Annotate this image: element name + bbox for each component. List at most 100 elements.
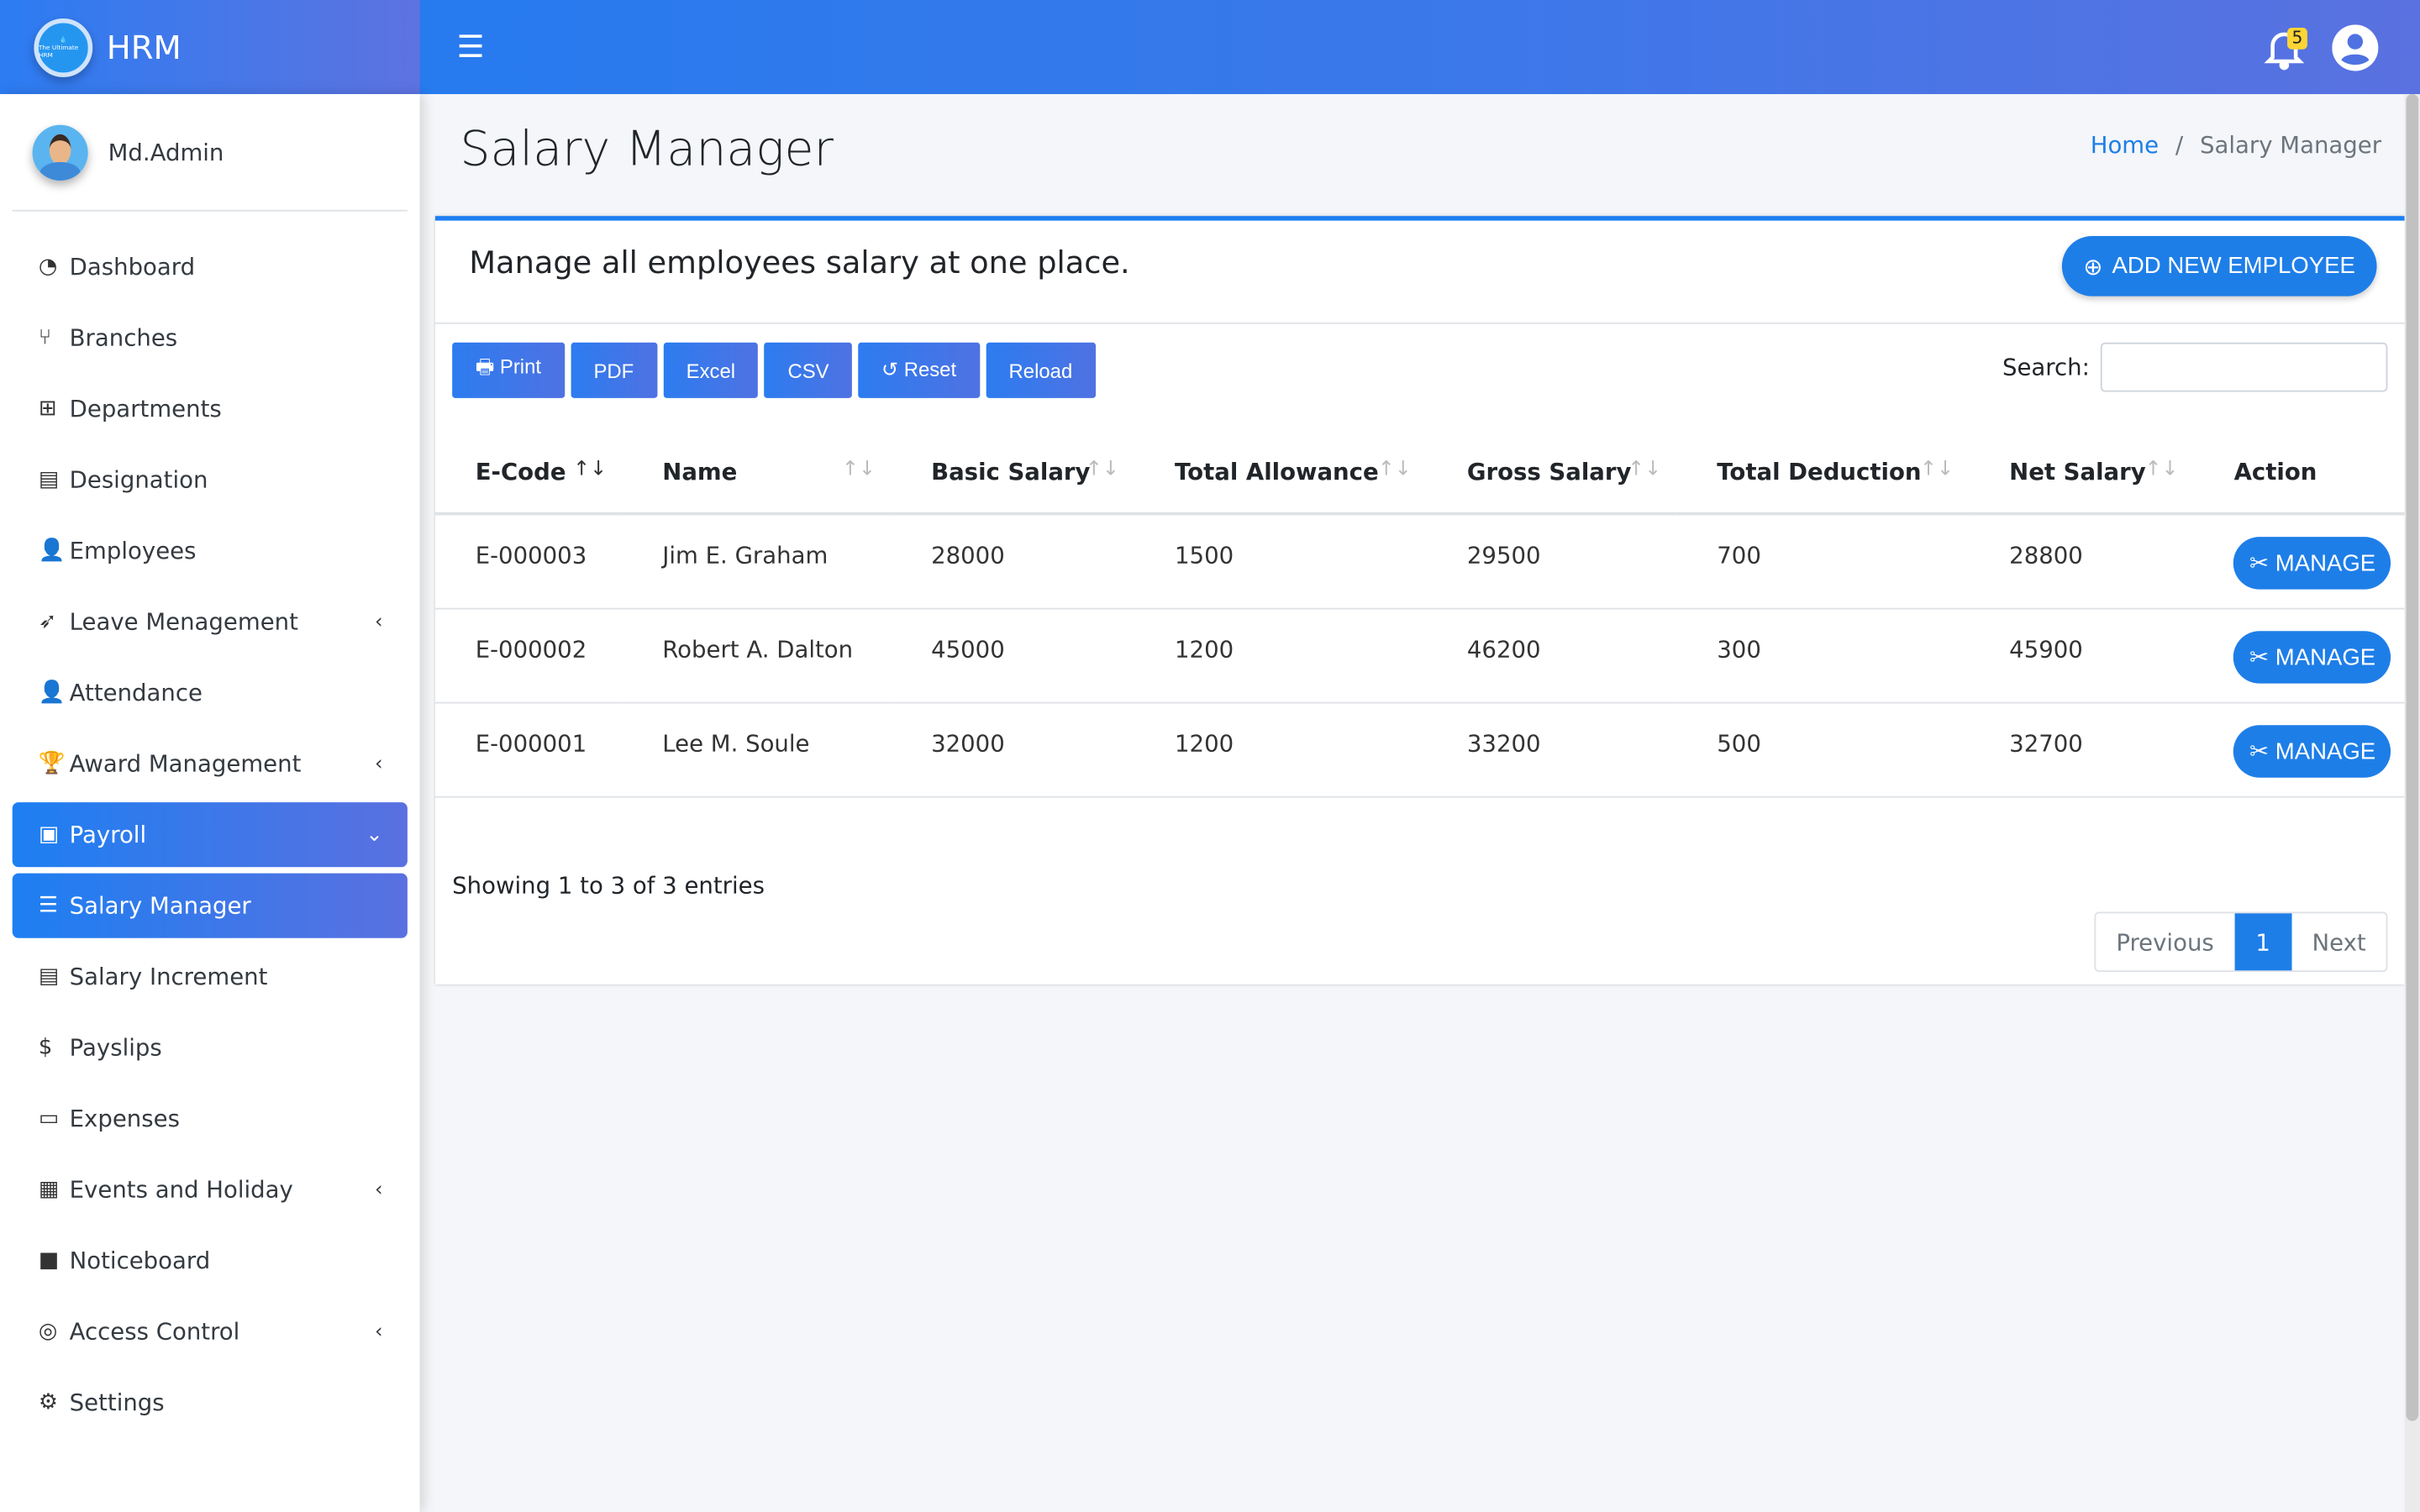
cell-basic-salary: 28000 xyxy=(891,513,1135,609)
top-navbar: 💧 The Ultimate HRM HRM ☰ 5 xyxy=(0,0,2420,95)
excel-button[interactable]: Excel xyxy=(663,342,759,398)
sidebar-item-award-management[interactable]: 🏆 Award Management ‹ xyxy=(13,732,408,796)
sidebar-item-salary-manager[interactable]: ☰ Salary Manager xyxy=(12,873,408,938)
column-header-net-salary[interactable]: Net Salary ↑↓ xyxy=(1969,432,2194,516)
sidebar-item-access-control[interactable]: ◎ Access Control ‹ xyxy=(13,1299,408,1364)
sidebar-item-attendance[interactable]: 👤 Attendance xyxy=(13,660,408,725)
sidebar-item-label: Access Control xyxy=(69,1317,240,1346)
manage-label: MANAGE xyxy=(2275,550,2376,577)
column-header-action[interactable]: Action xyxy=(2193,432,2405,516)
sidebar-item-events-and-holiday[interactable]: ▦ Events and Holiday ‹ xyxy=(13,1158,408,1222)
page-1-button[interactable]: 1 xyxy=(2233,913,2292,971)
sidebar-item-designation[interactable]: ▤ Designation xyxy=(13,448,408,512)
user-circle-icon[interactable] xyxy=(2332,24,2379,71)
previous-button[interactable]: Previous xyxy=(2116,927,2214,956)
sidebar-item-label: Attendance xyxy=(69,679,203,707)
hand-dollar-icon: $ xyxy=(38,1035,53,1060)
sidebar-item-dashboard[interactable]: ◔ Dashboard xyxy=(13,234,408,299)
salary-card: Manage all employees salary at one place… xyxy=(434,216,2405,984)
tools-icon: ✂ xyxy=(2249,738,2275,765)
brand[interactable]: 💧 The Ultimate HRM HRM xyxy=(0,0,420,95)
cell-action: ✂ MANAGE xyxy=(2193,513,2405,609)
cell-gross-salary: 33200 xyxy=(1427,701,1677,797)
reload-button[interactable]: Reload xyxy=(986,342,1096,398)
column-label: E-Code xyxy=(475,458,566,486)
add-button-label: ADD NEW EMPLOYEE xyxy=(2112,253,2355,280)
user-panel[interactable]: Md.Admin xyxy=(12,94,408,212)
search: Search: xyxy=(2002,342,2388,392)
card-title: Manage all employees salary at one place… xyxy=(469,244,1130,281)
column-label: Total Allowance xyxy=(1175,458,1379,486)
print-button[interactable]: 🖶 Print xyxy=(452,342,565,398)
column-header-e-code[interactable]: E-Code ↑↓ xyxy=(434,432,623,516)
csv-button[interactable]: CSV xyxy=(764,342,853,398)
search-input[interactable] xyxy=(2100,342,2388,392)
sort-icon: ↑↓ xyxy=(1085,458,1119,482)
chevron-left-icon: ‹ xyxy=(374,1178,383,1201)
chevron-left-icon: ‹ xyxy=(374,1320,383,1343)
cell-e-code: E-000002 xyxy=(434,607,623,703)
sidebar-item-salary-increment[interactable]: ▤ Salary Increment xyxy=(13,944,408,1009)
column-header-gross-salary[interactable]: Gross Salary ↑↓ xyxy=(1427,432,1677,516)
tools-icon: ✂ xyxy=(2249,550,2275,577)
sidebar-item-noticeboard[interactable]: ■ Noticeboard xyxy=(13,1228,408,1293)
sidebar-item-label: Departments xyxy=(69,395,222,423)
cell-total-allowance: 1200 xyxy=(1134,701,1428,797)
manage-button[interactable]: ✂ MANAGE xyxy=(2233,724,2391,777)
sort-icon: ↑↓ xyxy=(841,458,876,482)
scrollbar-thumb[interactable] xyxy=(2406,94,2419,1421)
pagination: Previous 1 Next xyxy=(2094,911,2388,973)
cell-total-deduction: 500 xyxy=(1676,701,1970,797)
breadcrumb-home[interactable]: Home xyxy=(2090,131,2160,160)
scrollbar[interactable] xyxy=(2404,94,2420,1512)
breadcrumb-separator: / xyxy=(2175,131,2184,160)
cell-gross-salary: 46200 xyxy=(1427,607,1677,703)
add-new-employee-button[interactable]: ⊕ ADD NEW EMPLOYEE xyxy=(2061,236,2377,297)
sidebar-item-payroll[interactable]: ▣ Payroll ⌄ xyxy=(12,802,408,868)
sidebar-item-branches[interactable]: ⑂ Branches xyxy=(13,306,408,370)
cell-net-salary: 45900 xyxy=(1969,607,2194,703)
brand-name: HRM xyxy=(106,28,182,66)
cell-action: ✂ MANAGE xyxy=(2193,607,2405,703)
column-header-basic-salary[interactable]: Basic Salary ↑↓ xyxy=(891,432,1135,516)
id-card-icon: ▤ xyxy=(38,467,60,492)
sort-icon: ↑↓ xyxy=(2144,458,2179,482)
sidebar-item-expenses[interactable]: ▭ Expenses xyxy=(13,1086,408,1151)
user-check-icon: 👤 xyxy=(38,680,66,706)
bars-icon: ☰ xyxy=(38,893,58,918)
trophy-icon: 🏆 xyxy=(38,751,66,776)
pdf-button[interactable]: PDF xyxy=(570,342,657,398)
credit-card-icon: ▭ xyxy=(38,1105,60,1131)
cell-basic-salary: 32000 xyxy=(891,701,1135,797)
cog-icon: ⚙ xyxy=(38,1389,58,1415)
file-icon: ▤ xyxy=(38,963,60,990)
column-label: Basic Salary xyxy=(931,458,1091,486)
cell-name: Lee M. Soule xyxy=(622,701,892,797)
cell-e-code: E-000003 xyxy=(434,513,623,609)
reset-button[interactable]: ↺ Reset xyxy=(858,342,980,398)
brand-logo: 💧 The Ultimate HRM xyxy=(34,18,93,76)
manage-button[interactable]: ✂ MANAGE xyxy=(2233,630,2391,683)
salary-table: E-Code ↑↓ Name ↑↓ Basic Salary ↑↓ Total Allowa… xyxy=(434,432,2405,797)
sidebar-item-payslips[interactable]: $ Payslips xyxy=(13,1016,408,1080)
sidebar-item-label: Dashboard xyxy=(69,253,196,281)
sidebar-item-employees[interactable]: 👤 Employees xyxy=(13,518,408,583)
sidebar-item-label: Award Management xyxy=(69,749,302,778)
next-button[interactable]: Next xyxy=(2312,927,2366,956)
export-toolbar: 🖶 Print PDF Excel CSV ↺ Reset Reload xyxy=(452,342,1096,398)
cell-total-allowance: 1200 xyxy=(1134,607,1428,703)
sidebar-item-departments[interactable]: ⊞ Departments xyxy=(13,376,408,441)
sidebar-item-label: Payslips xyxy=(69,1033,162,1062)
user-name: Md.Admin xyxy=(108,138,224,166)
column-header-name[interactable]: Name ↑↓ xyxy=(622,432,892,516)
sidebar-item-leave-menagement[interactable]: ➶ Leave Menagement ‹ xyxy=(13,590,408,654)
column-header-total-allowance[interactable]: Total Allowance ↑↓ xyxy=(1134,432,1428,516)
sidebar-item-label: Branches xyxy=(69,323,178,352)
menu-toggle-icon[interactable]: ☰ xyxy=(456,28,485,66)
sidebar-item-settings[interactable]: ⚙ Settings xyxy=(13,1370,408,1435)
print-icon: 🖶 xyxy=(475,354,500,378)
sidebar-item-label: Payroll xyxy=(69,821,147,849)
cell-e-code: E-000001 xyxy=(434,701,623,797)
manage-button[interactable]: ✂ MANAGE xyxy=(2233,537,2391,590)
column-header-total-deduction[interactable]: Total Deduction ↑↓ xyxy=(1676,432,1970,516)
